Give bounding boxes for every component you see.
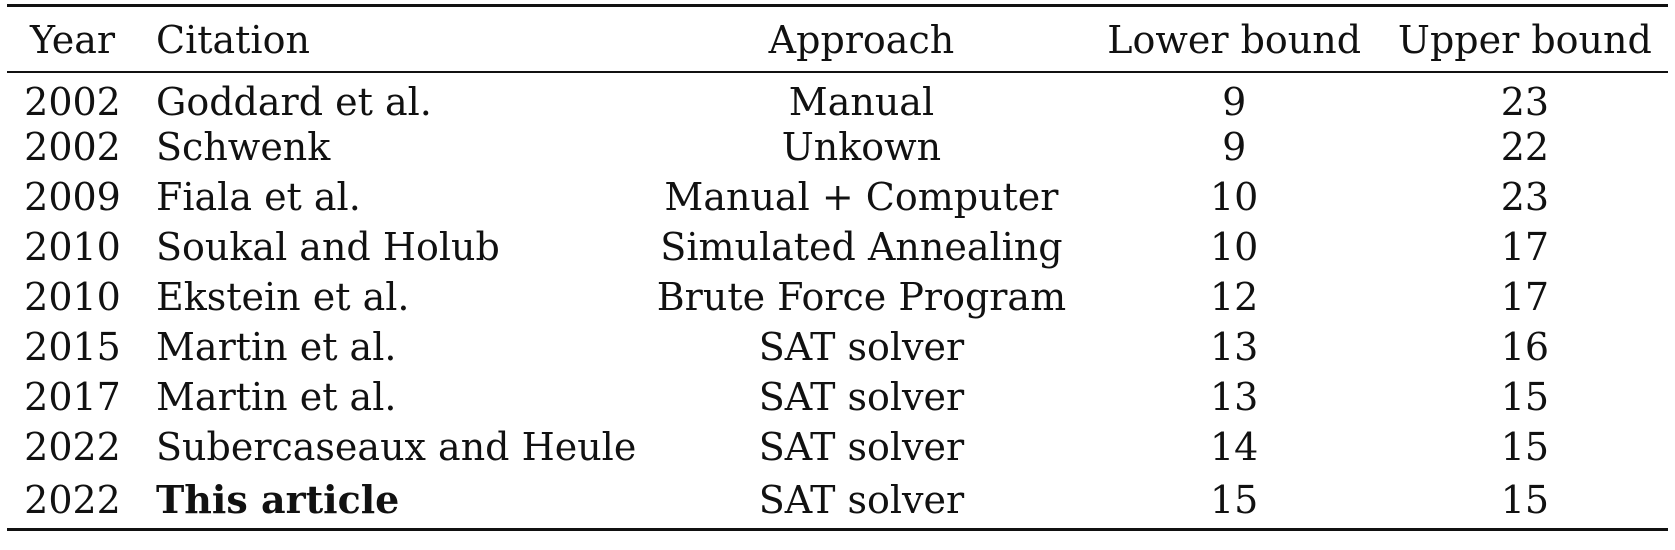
- cell-year: 2010: [24, 274, 121, 319]
- cell-lower-bound: 15: [1209, 477, 1259, 522]
- cell-citation: Soukal and Holub: [156, 224, 500, 269]
- cell-year: 2002: [24, 80, 121, 124]
- cell-citation: Martin et al.: [156, 374, 397, 419]
- header-approach: Approach: [768, 17, 955, 62]
- cell-year: 2010: [24, 224, 121, 269]
- cell-citation: Martin et al.: [156, 324, 397, 369]
- header-citation: Citation: [156, 17, 310, 62]
- header-upper-bound: Upper bound: [1397, 17, 1652, 62]
- table-row: 2009 Fiala et al. Manual + Computer 10 2…: [7, 172, 1668, 222]
- cell-lower-bound: 10: [1209, 224, 1259, 269]
- cell-approach: Manual + Computer: [664, 174, 1059, 219]
- table-row: 2022 Subercaseaux and Heule SAT solver 1…: [7, 422, 1668, 472]
- cell-upper-bound: 16: [1500, 324, 1550, 369]
- cell-upper-bound: 15: [1500, 374, 1550, 419]
- table-row: 2010 Soukal and Holub Simulated Annealin…: [7, 222, 1668, 272]
- table-body: 2002 Goddard et al. Manual 9 23 2002 Sch…: [7, 72, 1668, 530]
- cell-citation: This article: [156, 476, 400, 522]
- cell-upper-bound: 15: [1500, 424, 1550, 469]
- cell-year: 2002: [24, 124, 121, 169]
- cell-approach: SAT solver: [758, 324, 965, 369]
- cell-approach: SAT solver: [758, 374, 965, 419]
- cell-upper-bound: 17: [1500, 224, 1550, 269]
- table-row: 2002 Goddard et al. Manual 9 23: [7, 72, 1668, 122]
- cell-citation: Goddard et al.: [156, 80, 432, 124]
- cell-citation: Schwenk: [156, 124, 331, 169]
- header-lower-bound: Lower bound: [1107, 17, 1362, 62]
- table-row: 2002 Schwenk Unkown 9 22: [7, 122, 1668, 172]
- table-row: 2010 Ekstein et al. Brute Force Program …: [7, 272, 1668, 322]
- cell-upper-bound: 23: [1500, 80, 1550, 124]
- cell-year: 2017: [24, 374, 121, 419]
- cell-approach: Unkown: [781, 124, 942, 169]
- header-row: Year Citation Approach Lower bound Upper…: [7, 5, 1668, 72]
- bounds-table: Year Citation Approach Lower bound Upper…: [7, 4, 1668, 531]
- cell-year: 2009: [24, 174, 121, 219]
- cell-upper-bound: 22: [1500, 124, 1550, 169]
- table-row: 2017 Martin et al. SAT solver 13 15: [7, 372, 1668, 422]
- cell-year: 2015: [24, 324, 121, 369]
- cell-lower-bound: 9: [1222, 124, 1247, 169]
- cell-lower-bound: 12: [1209, 274, 1259, 319]
- cell-approach: SAT solver: [758, 477, 965, 522]
- cell-citation: Ekstein et al.: [156, 274, 410, 319]
- cell-approach: Manual: [788, 80, 935, 124]
- cell-approach: Simulated Annealing: [660, 224, 1063, 269]
- cell-lower-bound: 9: [1222, 80, 1247, 124]
- cell-year: 2022: [24, 424, 121, 469]
- cell-year: 2022: [24, 477, 121, 522]
- header-year: Year: [29, 17, 116, 62]
- cell-approach: Brute Force Program: [656, 274, 1067, 319]
- table-row: 2022 This article SAT solver 15 15: [7, 472, 1668, 530]
- cell-citation: Subercaseaux and Heule: [156, 424, 637, 469]
- cell-lower-bound: 13: [1209, 324, 1259, 369]
- cell-lower-bound: 14: [1209, 424, 1259, 469]
- cell-citation: Fiala et al.: [156, 174, 361, 219]
- table-row: 2015 Martin et al. SAT solver 13 16: [7, 322, 1668, 372]
- cell-upper-bound: 23: [1500, 174, 1550, 219]
- cell-lower-bound: 10: [1209, 174, 1259, 219]
- table-header: Year Citation Approach Lower bound Upper…: [7, 5, 1668, 72]
- cell-lower-bound: 13: [1209, 374, 1259, 419]
- cell-upper-bound: 17: [1500, 274, 1550, 319]
- cell-upper-bound: 15: [1500, 477, 1550, 522]
- cell-approach: SAT solver: [758, 424, 965, 469]
